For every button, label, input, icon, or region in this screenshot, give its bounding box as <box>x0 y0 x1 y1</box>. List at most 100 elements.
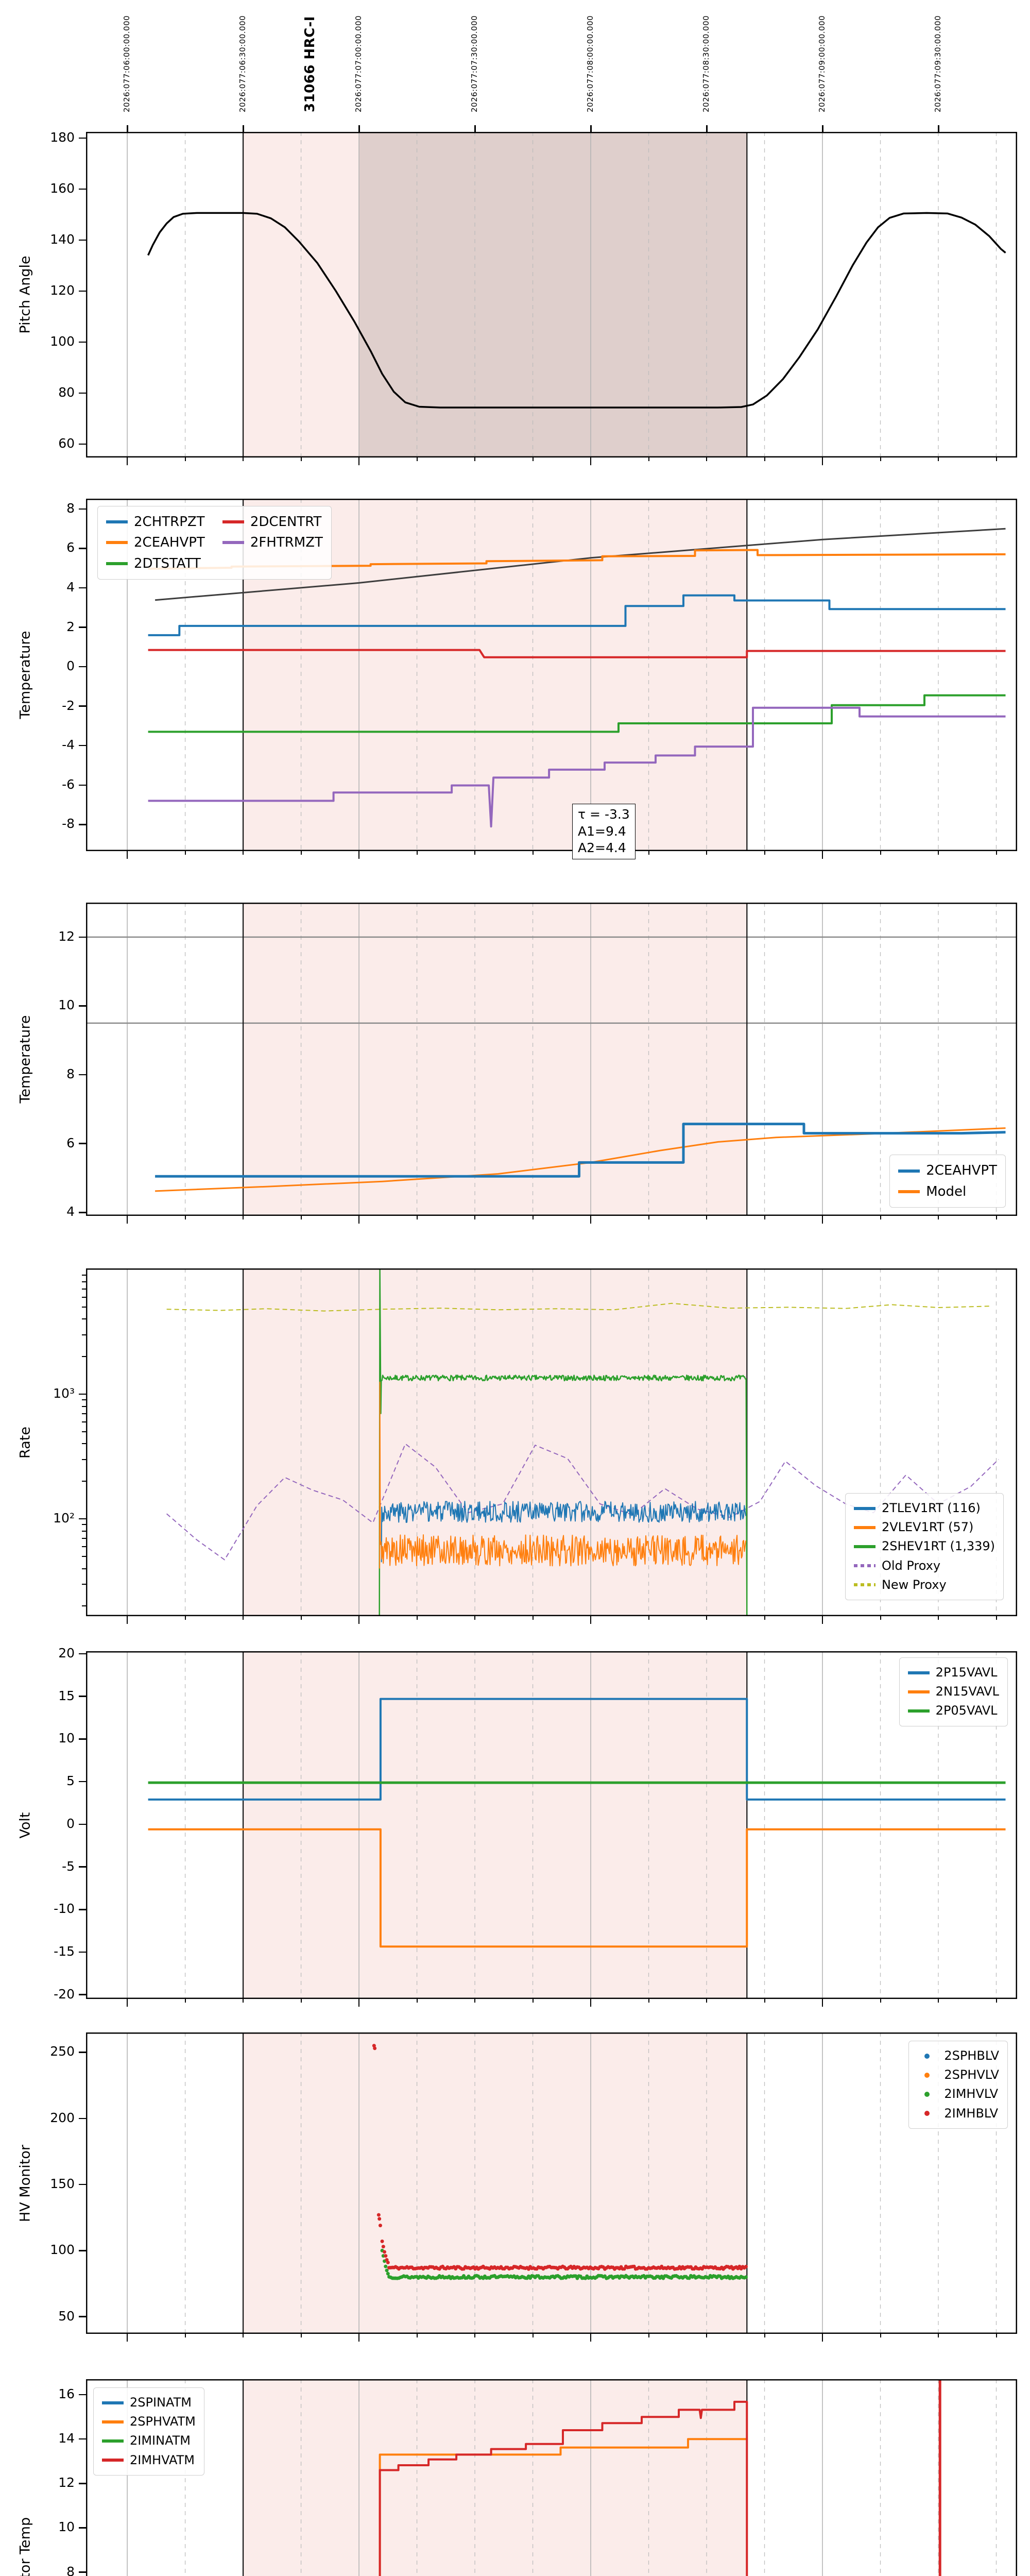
legend-item: 2CHTRPZT <box>106 512 205 532</box>
x-minor-tick <box>243 851 244 855</box>
y-tick-label: 8 <box>66 2564 75 2576</box>
legend-dettemp: 2SPINATM 2SPHVATM 2IMINATM 2IMHVATM <box>93 2387 204 2476</box>
legend-swatch <box>924 2072 930 2078</box>
panel-dettemp: 0246810121416Detector Temp2SPINATM2SPHVA… <box>18 2379 1017 2576</box>
y-tick-label: 6 <box>66 540 75 555</box>
y-minor-tick <box>82 1334 86 1335</box>
y-tick-label: 10 <box>58 1731 75 1746</box>
x-minor-tick <box>880 1216 881 1219</box>
legend-label: 2CEAHVPT <box>134 535 205 551</box>
y-tick-label: -8 <box>62 816 75 832</box>
y-axis-label-pitch: Pitch Angle <box>17 256 33 334</box>
x-minor-tick <box>880 457 881 461</box>
y-minor-tick <box>82 1481 86 1482</box>
x-tick <box>126 851 128 859</box>
top-tick <box>706 125 708 132</box>
legend-label: 2VLEV1RT (57) <box>881 1520 974 1535</box>
fit-annotation-line: A1=9.4 <box>578 823 626 839</box>
x-minor-tick <box>706 1616 708 1620</box>
x-minor-tick <box>938 457 939 461</box>
y-minor-tick <box>82 1296 86 1298</box>
y-tick-label: -6 <box>62 776 75 792</box>
y-tick-label: 120 <box>50 282 75 298</box>
panel-spine <box>86 1651 1017 1999</box>
x-minor-tick <box>300 1216 302 1219</box>
legend-swatch <box>853 1564 876 1568</box>
legend-label: 2IMINATM <box>130 2433 191 2448</box>
radiation-zone-band <box>243 2032 747 2334</box>
legend-label: 2IMHVATM <box>130 2452 195 2467</box>
x-tick <box>821 1216 823 1224</box>
y-minor-tick <box>82 1421 86 1422</box>
y-tick-label: 12 <box>58 2475 75 2490</box>
scatter-2IMHBLV <box>380 2239 384 2243</box>
y-tick-label: 10 <box>58 2519 75 2535</box>
scatter-2IMHBLV <box>378 2224 382 2228</box>
x-minor-tick <box>995 851 997 855</box>
scatter-2IMHBLV <box>377 2217 382 2221</box>
legend-item: 2N15VAVL <box>907 1682 999 1701</box>
legend-swatch <box>924 2111 930 2116</box>
y-tick <box>79 392 86 394</box>
series-2CEAHVPT <box>155 1123 1006 1178</box>
x-minor-tick <box>880 1616 881 1620</box>
series-2IMHVATM <box>379 2400 748 2576</box>
legend-swatch <box>106 520 128 524</box>
legend-item: 2VLEV1RT (57) <box>853 1518 995 1537</box>
y-minor-tick <box>82 1356 86 1358</box>
x-minor-tick <box>764 851 765 855</box>
x-minor-tick <box>416 1999 418 2003</box>
top-date-label: 2026:077:09:00:00.000 <box>817 15 827 112</box>
y-tick-label: 150 <box>50 2176 75 2192</box>
x-minor-tick <box>706 1999 708 2003</box>
plot-pitch <box>86 132 1017 457</box>
legend-label: Model <box>926 1183 967 1199</box>
x-minor-tick <box>416 457 418 461</box>
series-model <box>154 528 1006 601</box>
y-tick-label: 180 <box>50 129 75 145</box>
legend-label: 2DTSTATT <box>134 555 201 571</box>
y-minor-tick <box>82 1413 86 1414</box>
radiation-zone-band <box>243 2379 747 2576</box>
series-New Proxy <box>166 1302 990 1312</box>
legend-swatch <box>106 562 128 565</box>
y-tick-label: 160 <box>50 180 75 196</box>
legend-swatch <box>853 1583 876 1587</box>
y-axis-label-dettemp: Detector Temp <box>17 2517 33 2576</box>
legend-label: 2SPHVATM <box>130 2414 196 2429</box>
y-minor-tick <box>82 1524 86 1526</box>
x-minor-tick <box>184 1999 186 2003</box>
x-minor-tick <box>995 1616 997 1620</box>
x-minor-tick <box>300 457 302 461</box>
x-minor-tick <box>648 457 649 461</box>
x-minor-tick <box>243 2334 244 2337</box>
top-tick <box>822 125 823 132</box>
x-minor-tick <box>184 1216 186 1219</box>
x-minor-tick <box>474 1216 476 1219</box>
y-tick <box>79 1696 86 1697</box>
y-tick <box>79 1951 86 1953</box>
y-tick-label: 16 <box>58 2386 75 2402</box>
y-tick-label: 12 <box>58 928 75 944</box>
y-tick-label: -15 <box>54 1944 75 1959</box>
y-tick <box>79 784 86 786</box>
y-tick-label: 200 <box>50 2110 75 2125</box>
panel-spine <box>86 1268 1017 1616</box>
x-minor-tick <box>474 2334 476 2337</box>
panel-temps: -8 -6 -4 -2 0 2 4 6 8 Temperature 2CHTRPZT 2CEAHVPT… <box>18 499 1017 859</box>
top-date-label: 2026:077:08:00:00.000 <box>586 15 595 112</box>
x-tick <box>358 2334 360 2342</box>
x-minor-tick <box>532 851 534 855</box>
legend-temps: 2CHTRPZT 2CEAHVPT 2DTSTATT 2DCENTRT 2FHTRMZT <box>97 506 332 580</box>
x-minor-tick <box>995 1216 997 1219</box>
y-minor-tick <box>82 1556 86 1557</box>
x-minor-tick <box>474 457 476 461</box>
legend-label: 2IMHVLV <box>944 2087 999 2102</box>
y-tick <box>79 1143 86 1144</box>
y-tick-label: 0 <box>66 658 75 674</box>
legend-item: 2IMHVLV <box>917 2084 999 2104</box>
legend-label: 2SPHVLV <box>944 2067 999 2082</box>
legend-label: 2N15VAVL <box>935 1684 999 1699</box>
scatter-2IMHBLV <box>376 2213 381 2217</box>
y-minor-tick <box>82 1405 86 1407</box>
